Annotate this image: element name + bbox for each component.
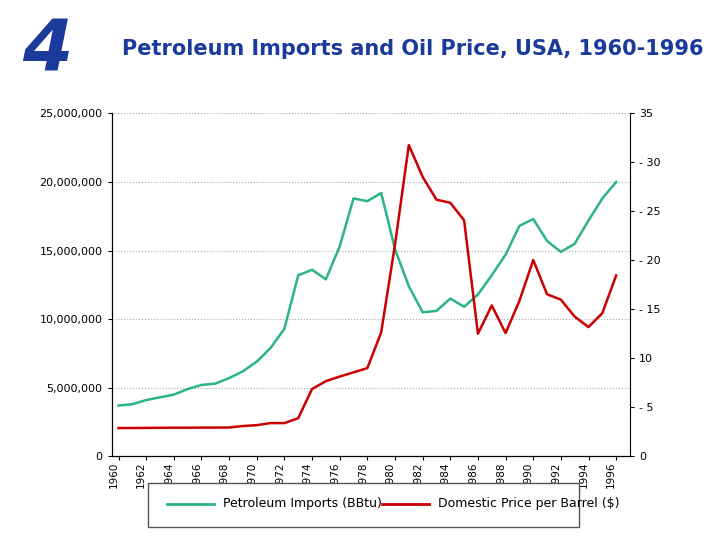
Text: Petroleum Imports and Oil Price, USA, 1960-1996: Petroleum Imports and Oil Price, USA, 19… xyxy=(122,38,704,59)
Text: Petroleum Imports (BBtu): Petroleum Imports (BBtu) xyxy=(223,497,382,510)
Text: Domestic Price per Barrel ($): Domestic Price per Barrel ($) xyxy=(438,497,620,510)
FancyBboxPatch shape xyxy=(148,483,579,527)
Text: 4: 4 xyxy=(22,17,72,86)
